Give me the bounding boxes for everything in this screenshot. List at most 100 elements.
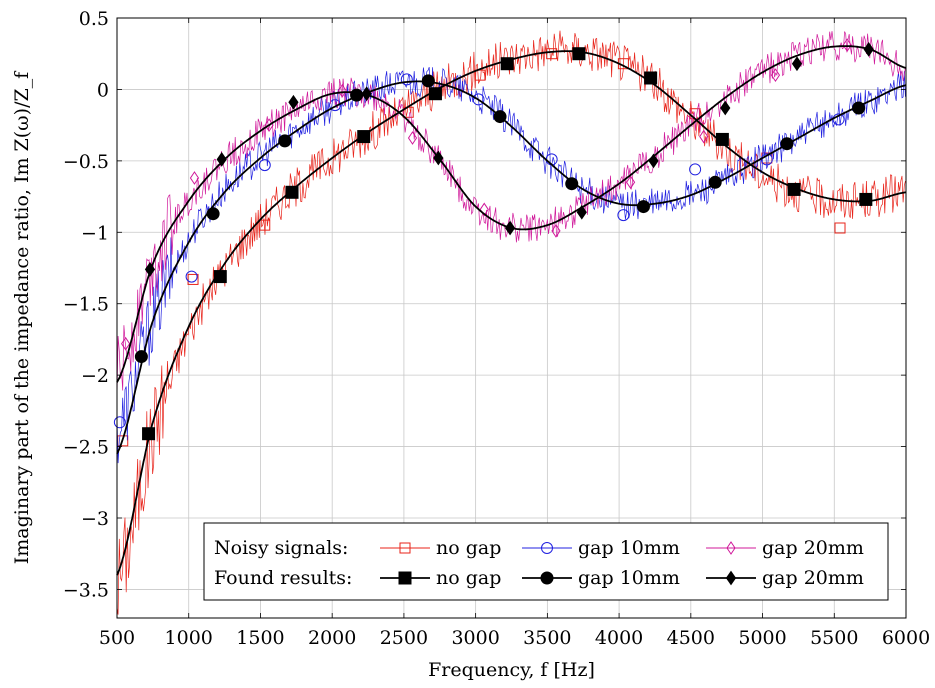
y-tick-label: −0.5 <box>63 151 109 173</box>
series-found-results-gap-10mm <box>116 74 907 455</box>
data-point-circle <box>617 209 630 222</box>
y-tick-label: −2 <box>81 365 109 387</box>
data-point-circle <box>134 350 148 364</box>
legend-entry-label: gap 10mm <box>578 567 680 589</box>
data-point-square <box>546 48 558 60</box>
series-line <box>116 45 907 383</box>
data-point-square <box>500 57 514 71</box>
data-point-circle <box>689 163 702 176</box>
data-point-diamond <box>725 570 737 586</box>
data-point-square <box>142 427 156 441</box>
x-tick-label: 2000 <box>308 627 356 649</box>
data-point-diamond <box>863 42 874 57</box>
data-point-square <box>187 273 199 285</box>
data-point-circle <box>545 153 558 166</box>
series-found-results-no-gap <box>116 47 907 576</box>
data-point-square <box>572 47 586 61</box>
x-tick-label: 500 <box>99 627 135 649</box>
data-point-diamond <box>479 202 489 217</box>
legend-row-label: Noisy signals: <box>214 537 348 559</box>
data-point-diamond <box>720 100 731 116</box>
data-point-circle <box>852 101 866 115</box>
data-point-circle <box>185 270 198 283</box>
data-point-square <box>357 130 371 144</box>
data-point-diamond <box>625 175 636 190</box>
legend-entry-label: gap 20mm <box>762 567 864 589</box>
data-point-circle <box>636 200 650 214</box>
data-point-circle <box>541 542 553 554</box>
series-noisy-signals-gap-10mm <box>113 66 906 464</box>
legend-row-label: Found results: <box>214 567 352 589</box>
legend-entry-label: no gap <box>436 567 501 589</box>
y-tick-label: −2.5 <box>63 437 109 459</box>
data-point-diamond <box>770 68 781 83</box>
data-point-diamond <box>337 83 347 98</box>
y-tick-label: −3 <box>81 508 109 530</box>
data-point-square <box>787 182 801 196</box>
data-point-circle <box>708 175 722 189</box>
data-point-diamond <box>144 262 156 277</box>
y-tick-label: −1.5 <box>63 294 109 316</box>
x-tick-label: 4500 <box>667 627 715 649</box>
data-point-circle <box>493 110 507 124</box>
x-tick-label: 2500 <box>380 627 428 649</box>
data-point-circle <box>350 88 364 102</box>
data-point-diamond <box>504 220 516 236</box>
data-point-diamond <box>576 204 587 220</box>
series-line <box>116 30 906 615</box>
data-point-circle <box>278 134 292 148</box>
data-point-circle <box>565 177 579 191</box>
data-point-diamond <box>791 56 803 72</box>
y-tick-label: 0.5 <box>79 8 109 30</box>
axis-ticks: 500 1000 1500 2000 2500 3000 3500 4000 4500 5000 5… <box>63 8 930 649</box>
x-tick-label: 1500 <box>236 627 284 649</box>
y-axis-title: Imaginary part of the impedance ratio, I… <box>11 70 33 564</box>
data-point-square <box>213 270 227 284</box>
data-point-square <box>285 185 299 199</box>
data-point-square <box>859 192 873 206</box>
data-point-circle <box>780 137 794 151</box>
data-point-diamond <box>361 86 372 102</box>
series-line <box>116 31 906 399</box>
x-tick-label: 6000 <box>882 627 930 649</box>
data-point-circle <box>113 416 126 429</box>
legend-entry-label: gap 20mm <box>762 537 864 559</box>
legend-entry-label: no gap <box>436 537 501 559</box>
data-point-circle <box>400 73 413 86</box>
y-tick-label: 0 <box>97 79 109 101</box>
data-point-diamond <box>551 223 561 238</box>
data-point-square <box>259 219 271 231</box>
data-point-diamond <box>407 131 418 145</box>
data-point-diamond <box>648 153 659 169</box>
data-point-circle <box>206 207 220 221</box>
series-layer <box>113 30 907 615</box>
data-point-diamond <box>433 150 444 166</box>
data-point-circle <box>258 159 271 172</box>
data-point-diamond <box>842 38 852 53</box>
plot-frame <box>116 17 907 619</box>
series-noisy-signals-gap-20mm <box>116 31 906 399</box>
data-point-circle <box>540 571 554 585</box>
data-point-circle <box>421 74 435 88</box>
y-tick-label: −3.5 <box>63 579 109 601</box>
data-point-square <box>399 542 411 554</box>
data-point-square <box>474 69 486 81</box>
data-point-diamond <box>726 541 736 555</box>
data-point-diamond <box>699 129 709 144</box>
x-axis-title: Frequency, f [Hz] <box>428 659 595 681</box>
data-point-square <box>834 222 846 234</box>
data-point-diamond <box>216 152 227 167</box>
x-tick-label: 5000 <box>738 627 786 649</box>
x-tick-label: 3000 <box>451 627 499 649</box>
x-tick-label: 1000 <box>165 627 213 649</box>
legend: Noisy signals: no gap gap 10mm gap 20mm Foun… <box>203 522 889 601</box>
data-point-circle <box>472 93 485 106</box>
x-tick-label: 4000 <box>595 627 643 649</box>
data-point-diamond <box>288 94 299 110</box>
data-point-square <box>715 132 729 146</box>
x-tick-label: 5500 <box>810 627 858 649</box>
data-point-square <box>428 87 442 101</box>
legend-entry-label: gap 10mm <box>578 537 680 559</box>
data-point-square <box>398 571 412 585</box>
